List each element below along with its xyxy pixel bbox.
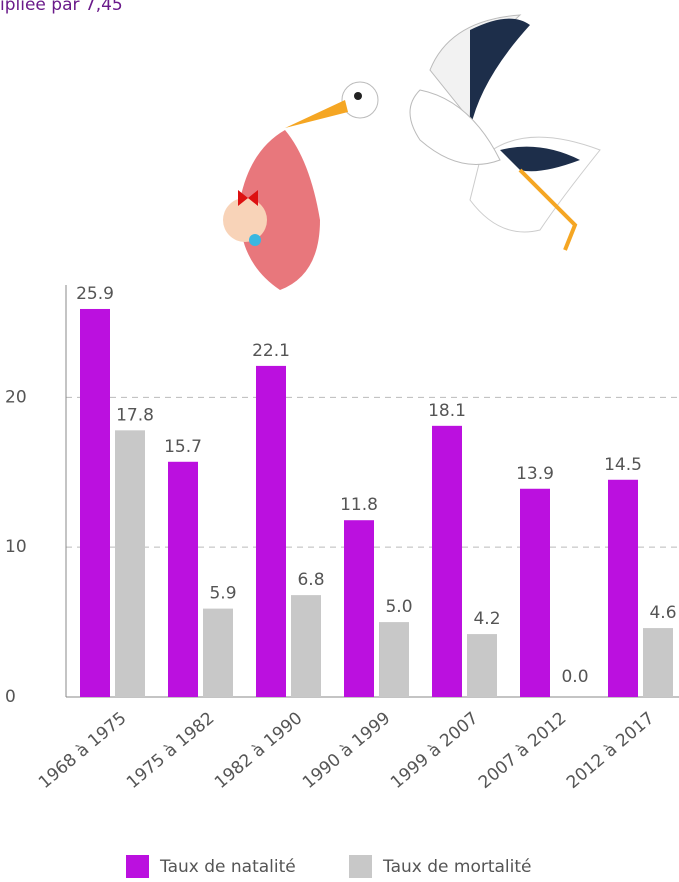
page: ipliée par 7,45 0 10 20 1968 à 1975 25.9 17.8… [0,0,679,882]
x-tick-label: 2007 à 2012 [475,708,570,793]
y-tick-label: 0 [5,687,16,707]
bar [608,480,638,697]
x-tick-label: 1999 à 2007 [387,708,482,793]
value-label: 11.8 [340,495,378,515]
bar [203,609,233,697]
header-text: ipliée par 7,45 [0,0,123,15]
bar [80,309,110,697]
bar [643,628,673,697]
legend-label: Taux de mortalité [382,857,531,877]
value-label: 5.9 [209,584,236,604]
legend-swatch [126,855,149,878]
value-label: 25.9 [76,284,114,304]
value-label: 15.7 [164,437,202,457]
value-label: 13.9 [516,464,554,484]
value-label: 4.2 [473,609,500,629]
value-label: 4.6 [649,603,676,623]
value-label: 17.8 [116,405,154,425]
x-tick-label: 1975 à 1982 [123,708,218,793]
value-label: 5.0 [385,597,412,617]
bar [168,462,198,697]
legend-swatch [349,855,372,878]
x-tick-label: 1968 à 1975 [35,708,130,793]
bar [256,366,286,697]
stork-illustration [223,15,600,290]
value-label: 22.1 [252,341,290,361]
x-tick-label: 2012 à 2017 [563,708,658,793]
bar [520,489,550,697]
value-label: 6.8 [297,570,324,590]
legend-label: Taux de natalité [159,857,296,877]
value-label: 0.0 [561,667,588,687]
bar [467,634,497,697]
bar [344,520,374,697]
bar [291,595,321,697]
y-tick-label: 10 [5,537,27,557]
bar [379,622,409,697]
value-label: 14.5 [604,455,642,475]
x-tick-label: 1982 à 1990 [211,708,306,793]
bar [432,426,462,697]
y-tick-label: 20 [5,387,27,407]
value-label: 18.1 [428,401,466,421]
bar [115,430,145,697]
x-tick-label: 1990 à 1999 [299,708,394,793]
